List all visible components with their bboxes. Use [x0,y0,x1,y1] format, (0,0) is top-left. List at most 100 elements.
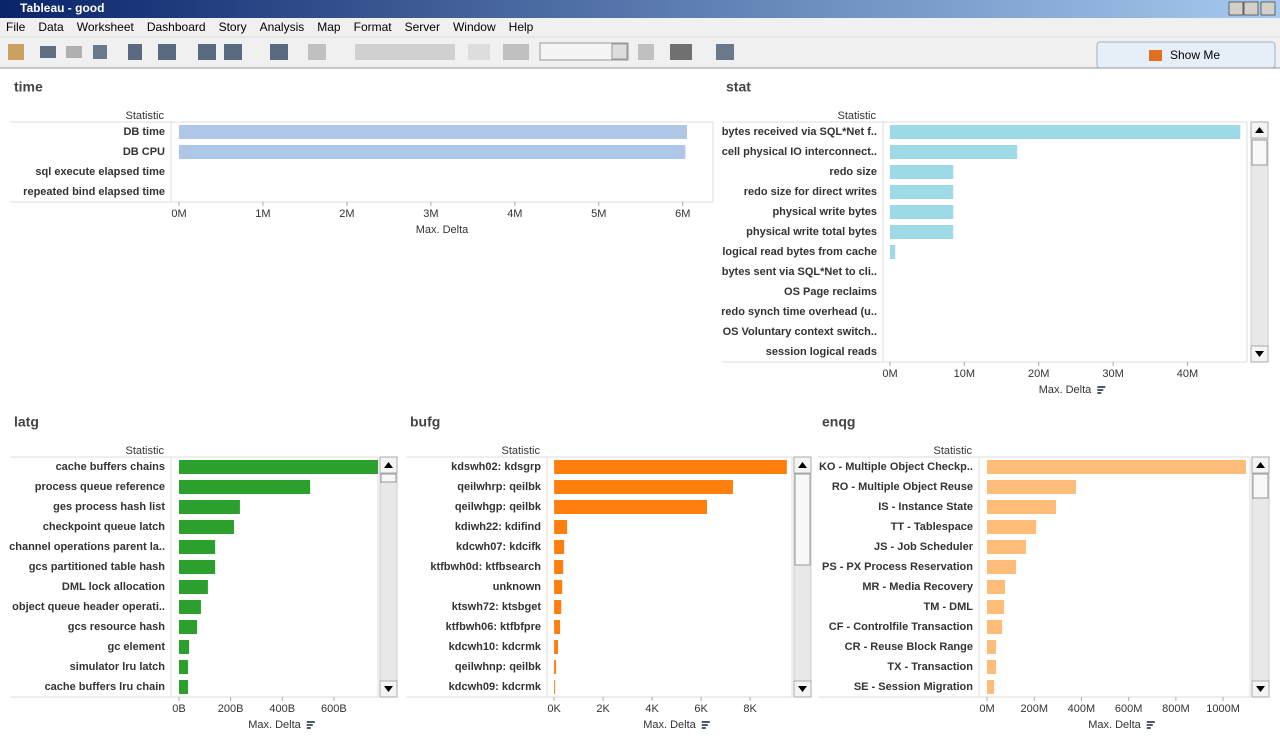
sort-icon[interactable] [1146,721,1155,723]
row-label: kdcwh07: kdcifk [456,541,542,553]
sort-icon[interactable] [1097,386,1106,388]
row-label: object queue header operati.. [12,601,165,613]
dropdown-button[interactable] [611,43,628,60]
tool-icon[interactable] [270,44,288,60]
row-label: OS Voluntary context switch.. [723,326,877,338]
menu-item[interactable]: Data [38,20,64,34]
row-label: bytes received via SQL*Net f.. [722,126,877,138]
tool-icon[interactable] [198,44,216,60]
sort-icon[interactable] [306,727,311,729]
scroll-thumb[interactable] [1251,139,1268,166]
bar [554,480,733,494]
row-label: MR - Media Recovery [862,581,974,593]
row-label: CR - Reuse Block Range [845,641,973,653]
x-axis-label: Max. Delta [1039,384,1092,396]
tool-icon[interactable] [128,44,142,60]
scroll-thumb[interactable] [794,473,811,566]
bar [987,480,1077,494]
bar [179,640,190,654]
window-title: Tableau - good [20,1,104,15]
row-label: IS - Instance State [878,501,973,513]
row-label: redo size [829,166,877,178]
show-me-label: Show Me [1170,48,1220,62]
row-label: gcs partitioned table hash [29,561,166,573]
tool-icon[interactable] [158,44,176,60]
tool-icon[interactable] [468,44,490,60]
arrow [384,686,393,692]
menu-item[interactable]: Window [453,20,496,34]
bar [987,500,1056,514]
menu-item[interactable]: Format [354,20,393,34]
row-label: redo synch time overhead (u.. [721,306,877,318]
row-label: cell physical IO interconnect.. [722,146,877,158]
menu-item[interactable]: Story [219,20,247,34]
minimize-button[interactable] [1228,1,1244,16]
x-axis-label: Max. Delta [1088,719,1141,731]
sort-icon[interactable] [1146,724,1153,726]
bar [987,680,995,694]
sort-icon[interactable] [1097,392,1102,394]
dropdown[interactable] [539,42,629,61]
x-tick-label: 1M [255,208,270,220]
x-tick-label: 10M [954,368,975,380]
chart-title: time [14,79,43,95]
bar [179,600,201,614]
menu-item[interactable]: File [6,20,26,34]
row-label: PS - PX Process Reservation [822,561,973,573]
chart-title: enqg [822,414,855,430]
row-label: gc element [108,641,166,653]
row-label: checkpoint queue latch [43,521,166,533]
close-button[interactable] [1260,1,1276,16]
tool-icon[interactable] [638,44,654,60]
x-tick-label: 6M [675,208,690,220]
x-tick-label: 800M [1162,703,1190,715]
scroll-thumb[interactable] [380,473,397,483]
menu-item[interactable]: Server [405,20,440,34]
arrow [798,686,807,692]
arrow [1255,351,1264,357]
sort-icon[interactable] [306,724,313,726]
tool-icon[interactable] [224,44,242,60]
tool-icon[interactable] [503,44,529,60]
bar [178,125,687,139]
menu-item[interactable]: Analysis [260,20,305,34]
sort-icon[interactable] [1146,727,1151,729]
bar [179,660,189,674]
bar [889,245,896,259]
tool-icon[interactable] [66,46,82,58]
row-label: redo size for direct writes [744,186,877,198]
sort-icon[interactable] [701,727,706,729]
menu-item[interactable]: Worksheet [77,20,135,34]
row-label: CF - Controlfile Transaction [829,621,974,633]
row-label: ktfbwh0d: ktfbsearch [430,561,541,573]
tool-icon[interactable] [355,44,455,60]
tool-icon[interactable] [308,44,326,60]
sort-icon[interactable] [701,724,708,726]
column-header: Statistic [837,110,876,122]
sort-icon[interactable] [1097,389,1104,391]
show-me-icon [1149,50,1162,61]
row-label: ktfbwh06: ktfbfpre [446,621,541,633]
sort-icon[interactable] [701,721,710,723]
menu-item[interactable]: Dashboard [147,20,206,34]
menu-item[interactable]: Map [317,20,341,34]
bar [179,560,216,574]
arrow [384,462,393,468]
bar [554,660,557,674]
maximize-button[interactable] [1243,1,1259,16]
row-label: bytes sent via SQL*Net to cli.. [722,266,877,278]
tool-icon[interactable] [670,44,692,60]
scroll-thumb[interactable] [1252,473,1269,499]
sort-icon[interactable] [306,721,315,723]
x-tick-label: 0M [171,208,186,220]
menu-item[interactable]: Help [509,20,534,34]
tool-icon[interactable] [716,44,734,60]
tool-icon[interactable] [40,46,56,58]
x-tick-label: 0M [882,368,897,380]
bar [554,580,563,594]
row-label: session logical reads [766,346,877,358]
tool-icon[interactable] [8,44,24,60]
row-label: ges process hash list [53,501,165,513]
tool-icon[interactable] [93,45,107,59]
